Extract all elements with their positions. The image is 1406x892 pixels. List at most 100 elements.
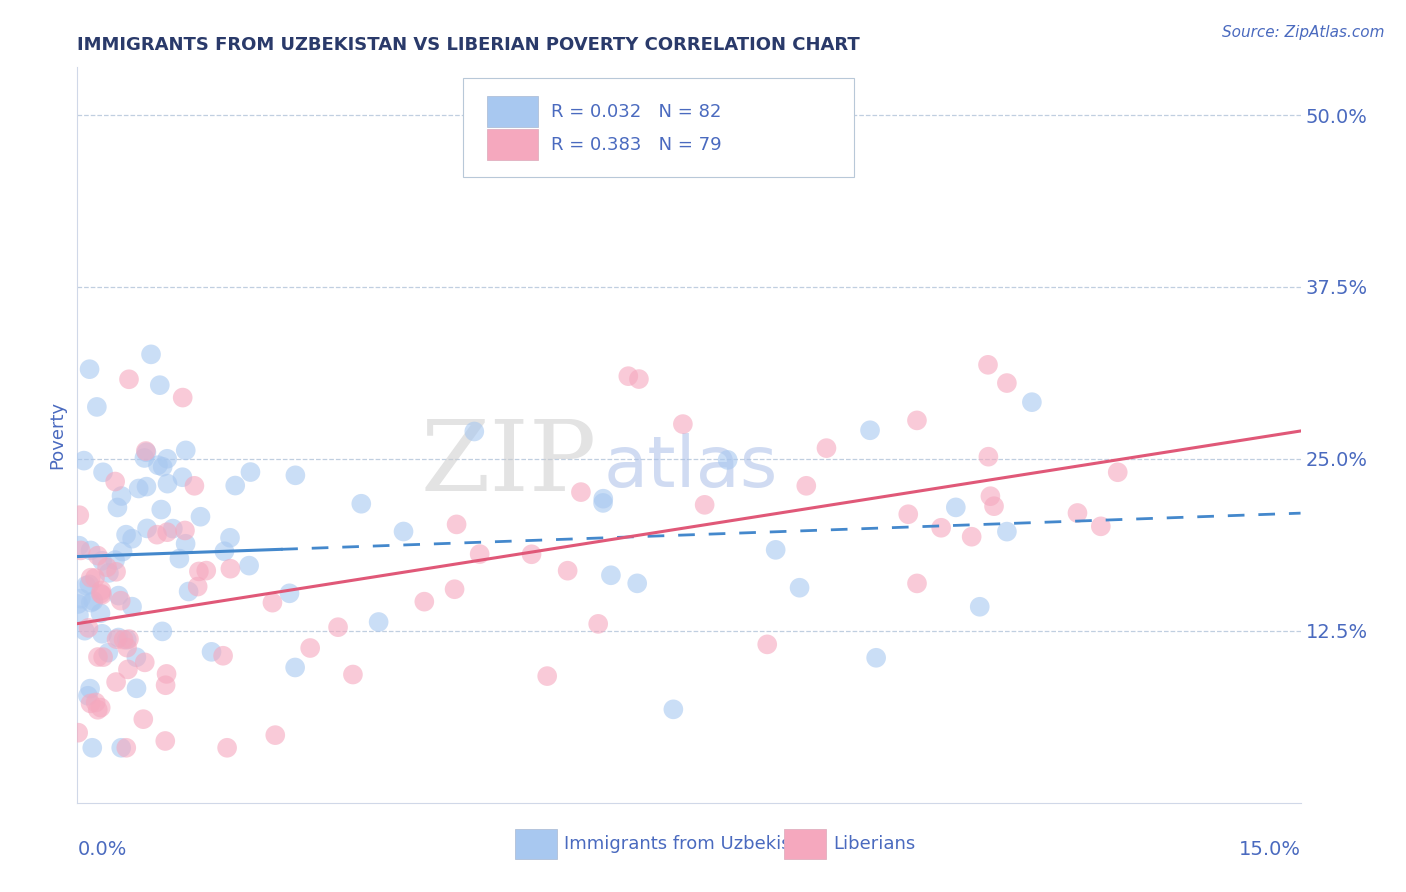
Point xyxy=(979,489,1001,503)
Text: atlas: atlas xyxy=(603,434,778,502)
Point xyxy=(69,591,91,606)
Text: Source: ZipAtlas.com: Source: ZipAtlas.com xyxy=(1222,25,1385,40)
FancyBboxPatch shape xyxy=(486,96,538,128)
Point xyxy=(155,678,177,692)
Point xyxy=(87,650,110,665)
Point xyxy=(79,362,101,376)
Point xyxy=(169,551,191,566)
Point xyxy=(586,616,609,631)
Point xyxy=(174,443,197,458)
Point xyxy=(91,465,114,479)
FancyBboxPatch shape xyxy=(463,78,853,178)
Point xyxy=(86,400,108,414)
Point xyxy=(91,588,114,602)
Point xyxy=(536,669,558,683)
Point xyxy=(146,458,169,473)
Point xyxy=(174,524,197,538)
Point xyxy=(91,554,114,568)
Point xyxy=(105,675,128,690)
Point xyxy=(569,485,592,500)
Point xyxy=(600,568,623,582)
Point xyxy=(929,521,952,535)
Point xyxy=(662,702,685,716)
Point xyxy=(1066,506,1088,520)
Point xyxy=(89,607,111,621)
Point xyxy=(125,650,148,665)
Point xyxy=(200,645,222,659)
Point xyxy=(67,725,90,739)
Point xyxy=(135,445,157,459)
Point xyxy=(110,593,132,607)
Text: R = 0.032   N = 82: R = 0.032 N = 82 xyxy=(551,103,721,120)
Point xyxy=(135,480,157,494)
Point xyxy=(67,608,90,623)
Point xyxy=(134,450,156,465)
Point xyxy=(468,547,491,561)
Point xyxy=(794,479,817,493)
Point xyxy=(264,728,287,742)
Point xyxy=(693,498,716,512)
Point xyxy=(90,583,112,598)
Text: 0.0%: 0.0% xyxy=(77,839,127,859)
Point xyxy=(960,530,983,544)
Point xyxy=(67,597,90,611)
Point xyxy=(117,662,139,676)
Point xyxy=(1107,465,1129,479)
Point xyxy=(238,558,260,573)
Point xyxy=(82,740,104,755)
Point xyxy=(195,564,218,578)
Point xyxy=(367,615,389,629)
Point xyxy=(1090,519,1112,533)
Point xyxy=(67,508,90,523)
Y-axis label: Poverty: Poverty xyxy=(48,401,66,469)
Point xyxy=(299,640,322,655)
Point xyxy=(73,453,96,467)
Point xyxy=(897,507,920,521)
Point xyxy=(110,740,132,755)
Point xyxy=(815,441,838,455)
Point xyxy=(463,425,485,439)
Point xyxy=(617,369,640,384)
Text: Liberians: Liberians xyxy=(834,835,915,853)
Point xyxy=(150,502,173,516)
Point xyxy=(121,599,143,614)
Point xyxy=(69,543,91,558)
Point xyxy=(219,562,242,576)
Point xyxy=(443,582,465,597)
Point xyxy=(132,712,155,726)
Point xyxy=(174,537,197,551)
Point xyxy=(91,627,114,641)
Point xyxy=(115,527,138,541)
Point xyxy=(969,599,991,614)
Point xyxy=(150,624,173,639)
Point xyxy=(392,524,415,539)
Point xyxy=(284,468,307,483)
Point xyxy=(187,565,209,579)
Point xyxy=(219,531,242,545)
Point xyxy=(79,697,101,711)
Point xyxy=(87,549,110,563)
Point xyxy=(125,681,148,696)
Point xyxy=(905,413,928,427)
Point xyxy=(96,560,118,574)
Point xyxy=(105,632,128,647)
Point xyxy=(162,522,184,536)
Point xyxy=(115,640,138,655)
Point xyxy=(183,479,205,493)
Point xyxy=(87,703,110,717)
Point xyxy=(717,453,740,467)
Point xyxy=(77,621,100,635)
Point xyxy=(262,596,284,610)
Point xyxy=(80,596,103,610)
Text: IMMIGRANTS FROM UZBEKISTAN VS LIBERIAN POVERTY CORRELATION CHART: IMMIGRANTS FROM UZBEKISTAN VS LIBERIAN P… xyxy=(77,37,860,54)
Point xyxy=(592,496,614,510)
Point xyxy=(187,580,209,594)
Point xyxy=(84,695,107,709)
Point xyxy=(118,632,141,646)
Point xyxy=(190,509,212,524)
Point xyxy=(592,491,614,506)
Point xyxy=(80,571,103,585)
Point xyxy=(672,417,695,431)
Point xyxy=(156,525,179,540)
Point xyxy=(82,594,104,608)
